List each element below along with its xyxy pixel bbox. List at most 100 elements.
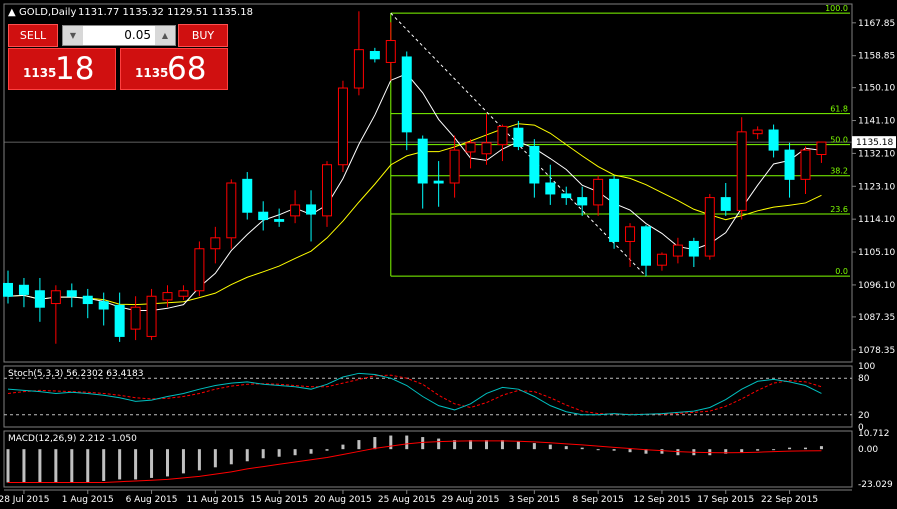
one-click-trading-panel: SELL ▼ 0.05 ▲ BUY 1135 18 1135 68 (8, 24, 228, 90)
candle (146, 288, 157, 341)
candle (337, 80, 348, 173)
candle (768, 124, 779, 158)
candle-body (274, 219, 285, 222)
candle (529, 139, 540, 198)
sell-quote-button[interactable]: 1135 18 (8, 48, 116, 90)
fib-level-label: 50.0 (830, 136, 848, 145)
lot-size-value[interactable]: 0.05 (124, 28, 151, 42)
macd-histogram-bar (134, 449, 138, 480)
ohlc-values: 1131.77 1135.32 1129.51 1135.18 (78, 7, 253, 18)
candle (226, 179, 237, 249)
candle-body (688, 240, 699, 257)
candle (274, 208, 285, 227)
x-tick-label: 11 Aug 2015 (187, 495, 245, 505)
candle (130, 296, 141, 341)
candle-body (369, 50, 380, 60)
candle (3, 270, 13, 304)
macd-histogram-bar (628, 449, 632, 453)
x-tick-label: 28 Jul 2015 (0, 495, 49, 505)
candle (784, 142, 795, 198)
sell-price-prefix: 1135 (23, 66, 57, 80)
macd-histogram-bar (453, 440, 457, 450)
stoch-tick-label: 0 (858, 423, 864, 433)
macd-histogram-bar (245, 449, 249, 462)
fib-trendline (390, 12, 647, 277)
stochastic-pane: Stoch(5,3,3) 56.2302 63.4183 (4, 369, 852, 416)
axes: 1167.85 1158.85 1150.10 1141.10 1132.10 1123.… (0, 19, 896, 505)
candle (736, 117, 747, 220)
candle-body (449, 149, 460, 184)
candle-body (401, 56, 412, 133)
candle-body (577, 197, 588, 206)
x-tick-label: 25 Aug 2015 (378, 495, 436, 505)
macd-tick-label: 0.00 (858, 445, 878, 455)
candle (625, 223, 636, 268)
lot-size-field[interactable]: ▼ 0.05 ▲ (62, 25, 176, 46)
candle-body (417, 138, 428, 184)
fib-level-label: 61.8 (830, 105, 848, 114)
candle-body (178, 290, 189, 297)
candle (290, 190, 301, 224)
macd-histogram-bar (261, 449, 265, 459)
candle (513, 120, 524, 151)
candle-body (242, 178, 253, 213)
y-tick-label: 1087.35 (858, 313, 895, 323)
macd-histogram-bar (740, 449, 744, 453)
macd-histogram-bar (341, 444, 345, 450)
x-tick-label: 3 Sep 2015 (509, 495, 560, 505)
candle (433, 161, 444, 207)
macd-histogram-bar (389, 435, 393, 450)
y-tick-label: 1141.10 (858, 117, 895, 127)
candle (656, 252, 667, 271)
y-tick-label: 1096.10 (858, 281, 895, 291)
candle-body (816, 141, 827, 156)
candle (577, 186, 588, 216)
y-tick-label: 1167.85 (858, 19, 895, 29)
macd-histogram-bar (86, 449, 90, 483)
candle (66, 283, 77, 308)
candle-body (210, 237, 221, 250)
macd-histogram-bar (676, 449, 680, 456)
collapse-triangle-icon[interactable]: ▲ (8, 7, 16, 18)
lot-increase-icon[interactable]: ▲ (155, 26, 175, 45)
candle (449, 135, 460, 198)
candle-body (672, 244, 683, 257)
candle-body (433, 180, 444, 184)
macd-tick-label: 10.712 (858, 429, 890, 439)
pane-border (3, 365, 853, 428)
candle-body (18, 284, 29, 295)
macd-pane: MACD(12,26,9) 2.212 -1.050 (6, 434, 823, 483)
candle (162, 285, 173, 308)
y-tick-label: 1114.10 (858, 215, 895, 225)
macd-histogram-bar (580, 447, 584, 450)
candle (258, 201, 269, 231)
candle (816, 141, 827, 163)
macd-histogram-bar (437, 438, 441, 450)
lot-decrease-icon[interactable]: ▼ (63, 26, 83, 45)
candle-body (385, 40, 396, 63)
candle-body (752, 129, 763, 135)
candle (561, 186, 572, 205)
candle (34, 277, 45, 322)
macd-histogram-bar (181, 449, 185, 474)
macd-histogram-bar (532, 443, 536, 450)
candle (306, 190, 317, 242)
buy-quote-button[interactable]: 1135 68 (120, 48, 228, 90)
macd-histogram-bar (485, 440, 488, 450)
buy-button[interactable]: BUY (178, 24, 228, 47)
macd-histogram-bar (22, 449, 26, 483)
candle-body (82, 295, 93, 305)
candle-body (353, 49, 364, 89)
pane-frames (3, 3, 853, 491)
sell-button[interactable]: SELL (8, 24, 58, 47)
candle (609, 175, 620, 249)
candle-body (545, 182, 556, 195)
candle-body (162, 292, 173, 301)
macd-histogram-bar (357, 440, 361, 450)
candle-body (226, 182, 237, 239)
macd-histogram-bar (804, 447, 807, 450)
candle-body (561, 193, 572, 199)
macd-histogram-bar (54, 449, 58, 483)
candle-body (465, 142, 476, 153)
candle-body (656, 253, 667, 266)
